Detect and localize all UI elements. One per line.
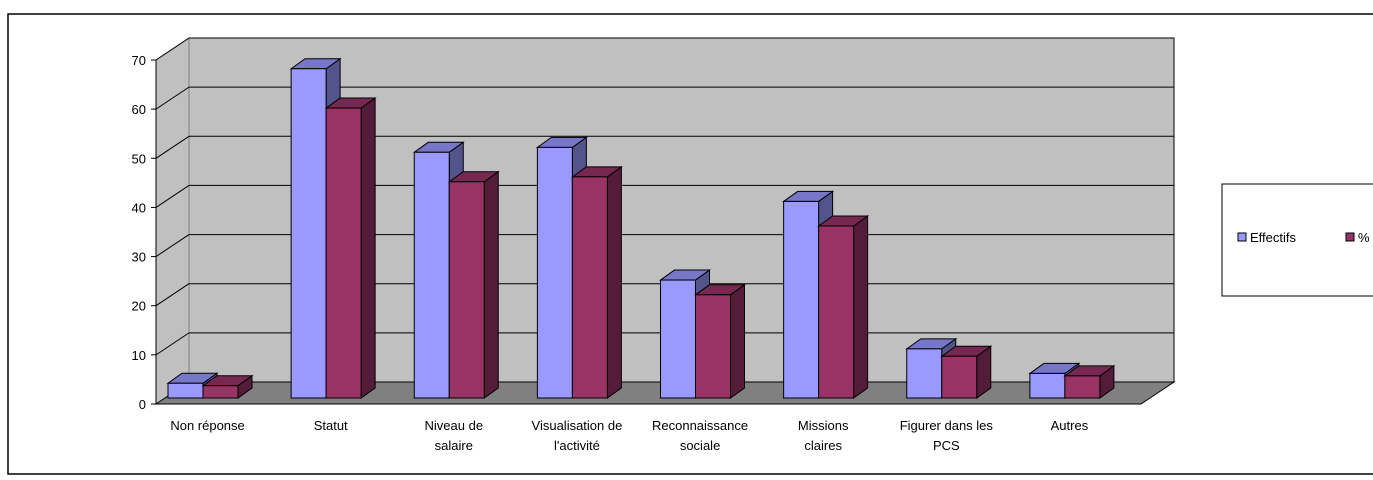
bar-percent bbox=[818, 225, 855, 399]
bar-percent bbox=[571, 176, 608, 399]
y-tick-label: 50 bbox=[132, 151, 146, 166]
bar-percent bbox=[941, 355, 978, 399]
bar-percent bbox=[202, 385, 239, 399]
bar-percent bbox=[448, 181, 485, 399]
gridline-side bbox=[155, 37, 190, 61]
bar-percent bbox=[325, 107, 362, 399]
x-category-label: PCS bbox=[933, 438, 960, 453]
x-category-label: claires bbox=[804, 438, 842, 453]
x-category-label: Visualisation de bbox=[532, 418, 623, 433]
y-tick-label: 10 bbox=[132, 348, 146, 363]
y-tick-label: 0 bbox=[139, 397, 146, 412]
bar-effectifs bbox=[167, 382, 204, 399]
y-tick-label: 20 bbox=[132, 299, 146, 314]
x-category-label: Reconnaissance bbox=[652, 418, 748, 433]
legend-label: % bbox=[1358, 230, 1370, 245]
gridline-side bbox=[155, 86, 190, 110]
gridline-side bbox=[155, 234, 190, 257]
gridline-side bbox=[155, 283, 190, 307]
x-category-label: Missions bbox=[798, 418, 849, 433]
y-tick-label: 70 bbox=[132, 53, 146, 68]
bar-side bbox=[730, 283, 745, 399]
legend-swatch bbox=[1237, 232, 1247, 242]
gridline-side bbox=[155, 185, 190, 208]
x-category-label: Statut bbox=[314, 418, 348, 433]
legend-swatch bbox=[1345, 232, 1355, 242]
x-category-label: salaire bbox=[435, 438, 473, 453]
x-category-label: Autres bbox=[1051, 418, 1089, 433]
gridline-side bbox=[155, 135, 190, 159]
bar-effectifs bbox=[536, 146, 573, 399]
y-tick-label: 40 bbox=[132, 200, 146, 215]
x-category-label: sociale bbox=[680, 438, 720, 453]
y-tick-label: 60 bbox=[132, 102, 146, 117]
gridline-side bbox=[155, 332, 190, 356]
bar-percent bbox=[695, 294, 731, 399]
bar-side bbox=[360, 97, 376, 399]
bar-side bbox=[853, 215, 869, 399]
x-category-label: Figurer dans les bbox=[900, 418, 994, 433]
x-category-label: l'activité bbox=[554, 438, 600, 453]
bar-effectifs bbox=[413, 151, 450, 399]
bar-side bbox=[606, 165, 622, 399]
legend-label: Effectifs bbox=[1250, 230, 1297, 245]
bar-effectifs bbox=[783, 200, 820, 399]
bar-side bbox=[483, 170, 499, 399]
side-wall bbox=[155, 37, 190, 405]
x-category-label: Non réponse bbox=[170, 418, 244, 433]
bar-effectifs bbox=[1029, 372, 1066, 399]
y-tick-label: 30 bbox=[132, 250, 146, 265]
bar-effectifs bbox=[290, 68, 327, 399]
x-category-label: Niveau de bbox=[425, 418, 484, 433]
bar-effectifs bbox=[660, 279, 696, 399]
bar-effectifs bbox=[906, 348, 943, 399]
bar-percent bbox=[1064, 375, 1101, 399]
